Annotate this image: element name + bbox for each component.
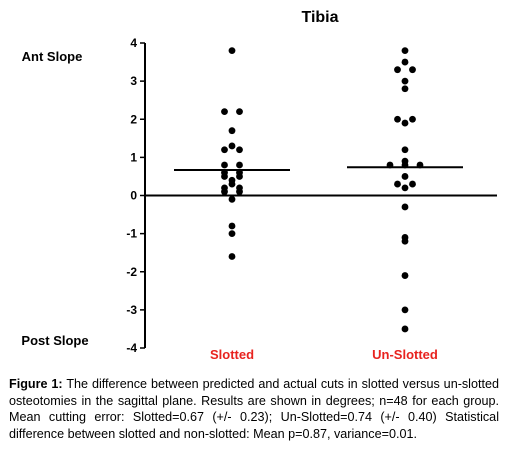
data-point (401, 58, 409, 66)
data-point (409, 66, 416, 74)
data-point (228, 142, 236, 150)
x-category-labels: Slotted Un-Slotted (210, 347, 438, 362)
data-point (394, 66, 401, 74)
data-point (228, 180, 236, 188)
data-point (236, 108, 243, 116)
caption-label: Figure 1: (9, 377, 63, 391)
x-category-label: Slotted (210, 347, 254, 362)
data-points (174, 47, 463, 333)
data-point (236, 161, 243, 169)
data-point (228, 253, 236, 260)
data-point (221, 108, 228, 116)
tibia-scatter-plot: Tibia Ant Slope Post Slope 4 3 2 1 0 -1 -2 -3 -4… (21, 9, 497, 362)
data-point (236, 188, 243, 196)
data-point (401, 237, 409, 245)
data-point (221, 161, 228, 169)
data-point (401, 325, 409, 333)
data-point (394, 115, 401, 123)
data-point (401, 47, 409, 55)
y-tick-label: 0 (130, 189, 137, 203)
figure-caption: Figure 1: The difference between predict… (9, 376, 499, 442)
data-point (228, 195, 236, 203)
data-point (228, 127, 236, 135)
chart-title: Tibia (301, 9, 338, 26)
data-point (401, 272, 409, 279)
y-tick-label: -4 (126, 341, 137, 355)
y-tick-label: 1 (130, 150, 137, 164)
data-point (236, 173, 243, 180)
x-category-label: Un-Slotted (372, 347, 438, 362)
data-point (401, 203, 409, 211)
data-point (401, 146, 409, 154)
data-point (401, 119, 409, 127)
y-label-top: Ant Slope (22, 49, 83, 64)
data-point (401, 173, 409, 180)
caption-text: The difference between predicted and act… (9, 377, 499, 441)
data-point (401, 306, 409, 314)
y-tick-label: 4 (130, 36, 137, 50)
data-point (401, 77, 409, 85)
data-point (228, 230, 236, 238)
data-point (221, 188, 228, 196)
data-point (401, 85, 409, 93)
y-tick-label: -3 (126, 303, 137, 317)
y-tick-label: 2 (130, 112, 137, 126)
data-point (409, 115, 416, 123)
data-point (221, 173, 228, 180)
data-point (228, 222, 236, 230)
data-point (401, 184, 409, 192)
y-label-bottom: Post Slope (21, 333, 88, 348)
data-point (409, 180, 416, 188)
y-tick-label: -2 (126, 265, 137, 279)
y-tick-label: 3 (130, 74, 137, 88)
data-point (221, 146, 228, 154)
y-tick-label: -1 (126, 227, 137, 241)
data-point (228, 47, 236, 55)
data-point (236, 146, 243, 154)
data-point (394, 180, 401, 188)
y-ticks: 4 3 2 1 0 -1 -2 -3 -4 (126, 36, 145, 355)
